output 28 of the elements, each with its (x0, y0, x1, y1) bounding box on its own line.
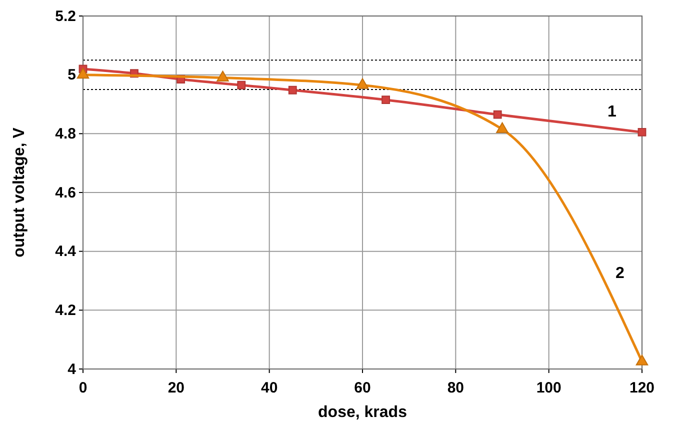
y-tick-label: 4 (68, 360, 77, 378)
y-tick-label: 5 (68, 66, 76, 84)
point (636, 354, 648, 366)
x-tick-label: 80 (447, 380, 464, 396)
point (288, 86, 297, 94)
point (638, 128, 646, 136)
x-axis-title: dose, krads (318, 404, 408, 421)
point (493, 110, 502, 119)
x-tick-label: 0 (78, 380, 88, 396)
y-tick-label: 4.6 (55, 184, 76, 202)
y-tick-label: 4.8 (55, 125, 76, 142)
y-tick-label: 5.2 (55, 8, 76, 25)
point (382, 96, 390, 104)
x-tick-label: 60 (354, 380, 371, 396)
x-tick-label: 20 (168, 380, 185, 396)
point (76, 68, 90, 79)
y-axis-title: output voltage, V (11, 127, 28, 258)
series-label: 2 (616, 264, 625, 282)
y-tick-label: 4.2 (55, 302, 76, 319)
y-tick-label: 4.4 (55, 243, 77, 260)
point (237, 80, 246, 90)
x-tick-label: 40 (260, 380, 278, 396)
point (216, 70, 229, 82)
point (356, 78, 369, 89)
x-tick-label: 100 (536, 380, 562, 396)
point (496, 122, 508, 134)
x-tick-label: 120 (629, 380, 655, 396)
series-label: 1 (608, 103, 617, 120)
